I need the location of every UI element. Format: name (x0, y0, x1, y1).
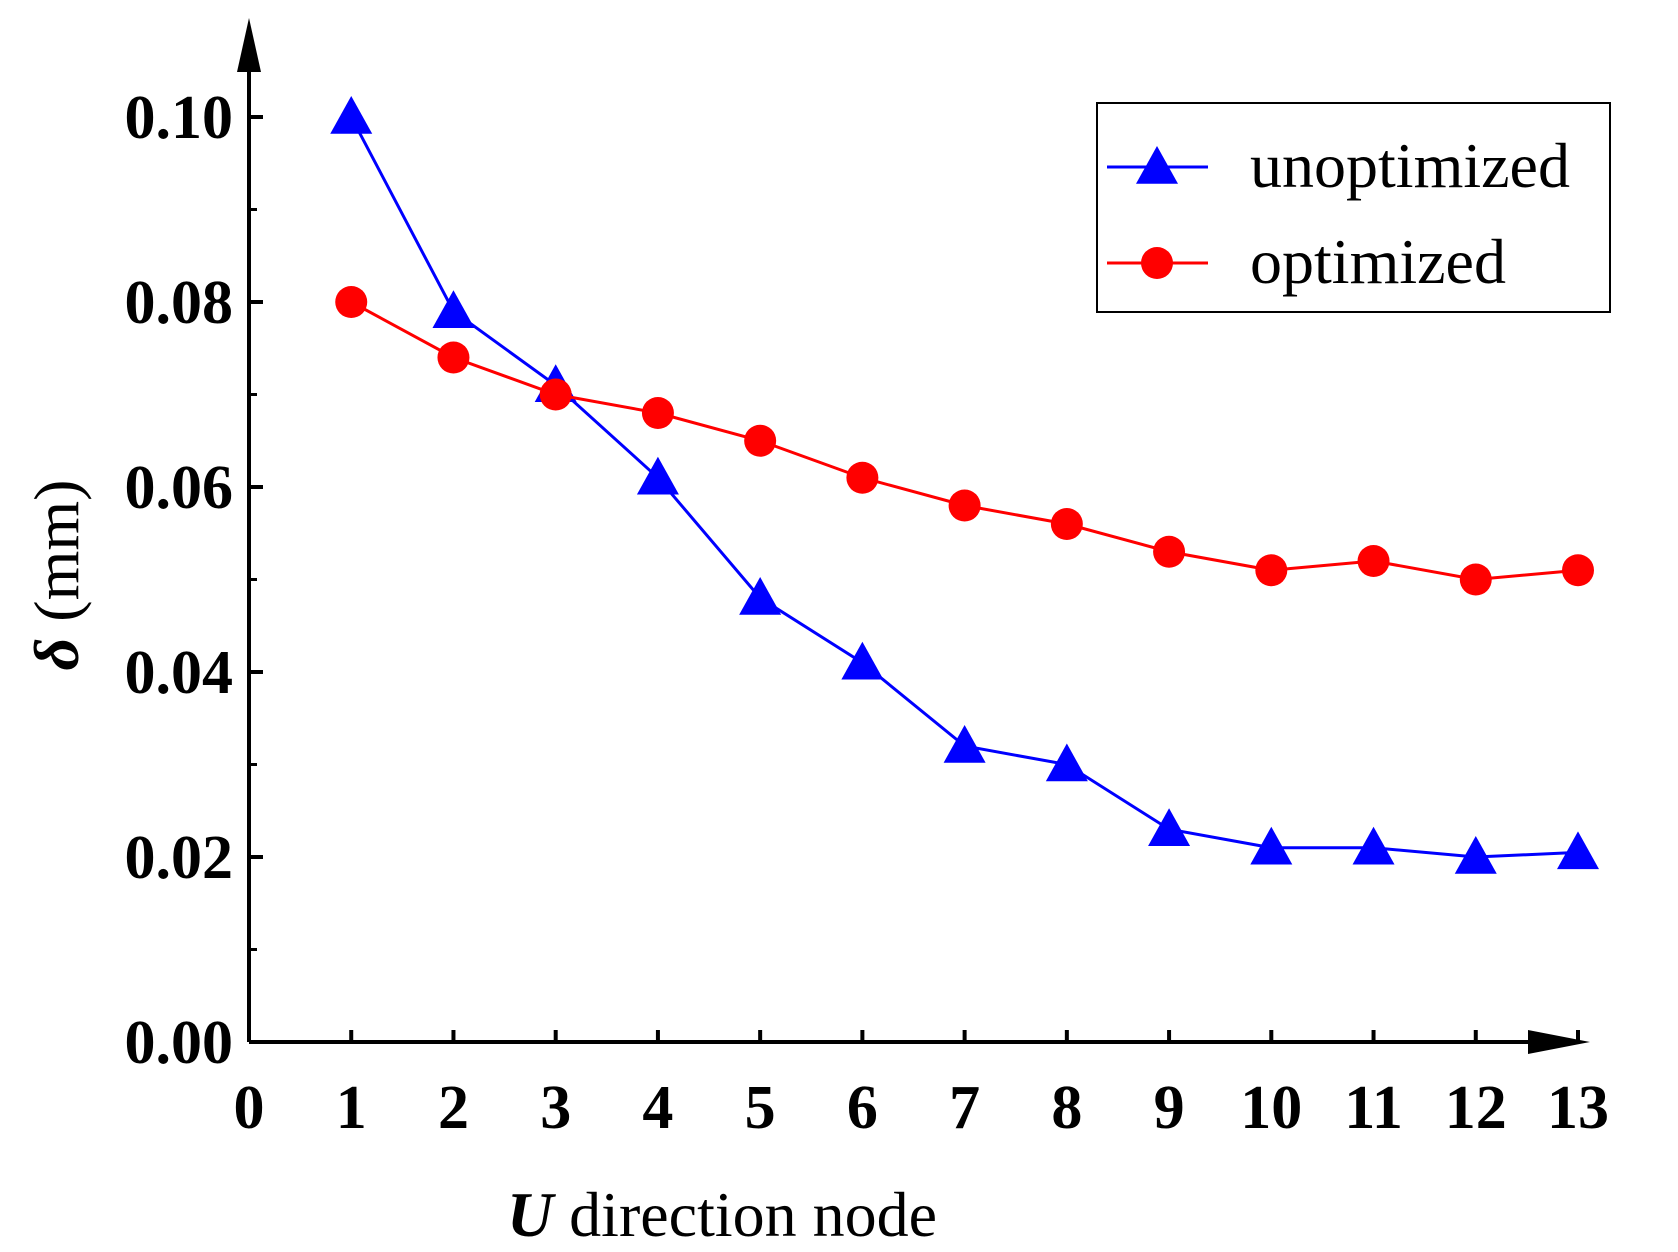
y-axis-title: δ (mm) (21, 480, 92, 671)
data-point-unoptimized (636, 456, 679, 495)
legend-label-unoptimized: unoptimized (1250, 130, 1570, 201)
data-point-optimized (1357, 545, 1390, 577)
x-tick-label: 5 (745, 1074, 776, 1142)
y-tick-label: 0.06 (125, 454, 234, 522)
data-point-unoptimized (1557, 831, 1599, 870)
x-tick-label: 9 (1154, 1074, 1185, 1142)
legend-item-optimized: optimized (1107, 226, 1506, 297)
legend-item-unoptimized: unoptimized (1107, 130, 1570, 201)
x-tick-label: 8 (1051, 1074, 1082, 1142)
y-tick-label: 0.10 (125, 84, 234, 152)
data-point-unoptimized (1250, 826, 1293, 865)
data-point-unoptimized (841, 641, 884, 680)
data-point-optimized (948, 489, 981, 522)
legend: unoptimized optimized (1096, 102, 1611, 313)
y-tick-label: 0.00 (125, 1009, 234, 1077)
data-point-optimized (641, 397, 674, 429)
axis-titles: U direction node δ (mm) (21, 480, 937, 1250)
data-point-optimized (1255, 554, 1288, 587)
data-point-optimized (1050, 508, 1083, 540)
y-tick-label: 0.04 (125, 639, 234, 707)
data-point-unoptimized (432, 290, 475, 329)
x-tick-label: 2 (438, 1074, 469, 1142)
data-point-optimized (744, 424, 777, 457)
data-point-unoptimized (943, 725, 986, 763)
series-optimized (335, 286, 1594, 596)
legend-box (1096, 102, 1611, 313)
axes-layer: 0.000.020.040.060.080.100 1 2 3 4 5 6 7 8 9 10 11 12… (125, 18, 1609, 1142)
x-tick-label: 4 (642, 1074, 673, 1142)
data-point-optimized (437, 341, 470, 374)
series-layer (330, 96, 1599, 874)
y-tick-label: 0.02 (125, 824, 234, 892)
data-point-unoptimized (1352, 826, 1395, 865)
x-tick-label: 6 (847, 1074, 878, 1142)
x-tick-label: 11 (1344, 1074, 1403, 1142)
x-tick-label: 7 (949, 1074, 980, 1142)
legend-label-optimized: optimized (1250, 226, 1506, 297)
x-tick-label: 12 (1445, 1074, 1507, 1142)
legend-marker-optimized (1141, 247, 1173, 279)
x-tick-label: 10 (1240, 1074, 1302, 1142)
data-point-optimized (335, 286, 368, 318)
x-tick-label: 3 (540, 1074, 571, 1142)
data-point-optimized (1562, 554, 1594, 587)
y-tick-label: 0.08 (125, 269, 234, 337)
x-axis-arrow (1528, 1030, 1590, 1054)
data-point-unoptimized (1148, 808, 1191, 847)
series-line-optimized (350, 300, 1579, 582)
data-point-unoptimized (1045, 743, 1088, 782)
data-point-unoptimized (1454, 836, 1497, 874)
y-axis-arrow (237, 18, 261, 72)
data-point-optimized (1459, 563, 1492, 596)
x-tick-label: 13 (1547, 1074, 1609, 1142)
legend-marker-unoptimized (1136, 146, 1178, 184)
x-axis-title: U direction node (507, 1179, 937, 1250)
data-point-unoptimized (739, 577, 782, 615)
data-point-optimized (846, 461, 879, 494)
data-point-unoptimized (330, 96, 373, 134)
x-tick-label: 1 (336, 1074, 367, 1142)
data-point-optimized (1153, 535, 1186, 568)
data-point-optimized (539, 378, 572, 411)
x-tick-label: 0 (234, 1074, 265, 1142)
